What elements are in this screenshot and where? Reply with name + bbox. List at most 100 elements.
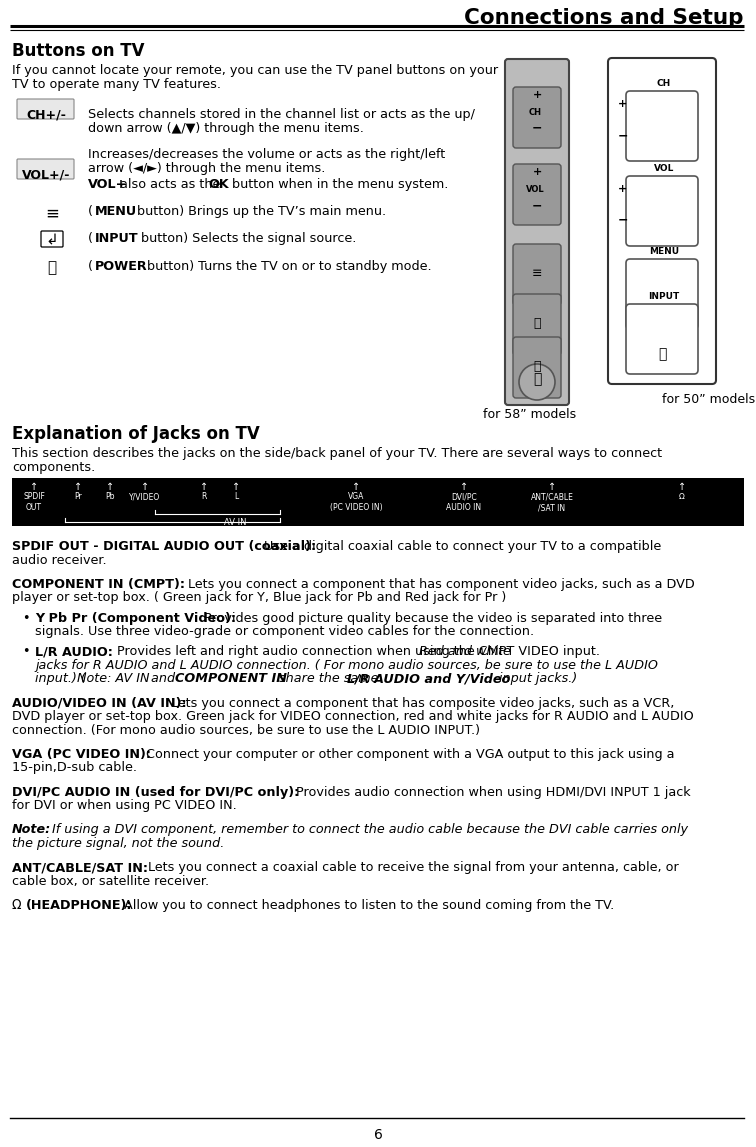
Text: CH: CH [528,108,541,117]
FancyBboxPatch shape [17,159,74,179]
Text: DVI/PC
AUDIO IN: DVI/PC AUDIO IN [447,492,482,512]
Text: POWER: POWER [95,260,147,273]
Text: Red and white: Red and white [419,646,511,658]
Text: MENU: MENU [95,205,137,218]
Text: Buttons on TV: Buttons on TV [12,42,144,60]
Text: ANT/CABLE/SAT IN:: ANT/CABLE/SAT IN: [12,861,148,874]
Text: ↑: ↑ [232,482,240,492]
Text: player or set-top box. ( Green jack for Y, Blue jack for Pb and Red jack for Pr : player or set-top box. ( Green jack for … [12,592,507,604]
FancyBboxPatch shape [513,244,561,305]
Text: arrow (◄/►) through the menu items.: arrow (◄/►) through the menu items. [88,162,325,175]
Text: ↑: ↑ [460,482,468,492]
Text: (HEADPHONE):: (HEADPHONE): [26,899,132,912]
FancyBboxPatch shape [17,99,74,119]
Text: CH+/-: CH+/- [26,108,66,120]
Text: button) Selects the signal source.: button) Selects the signal source. [137,232,356,245]
Text: ↑: ↑ [548,482,556,492]
Text: Pb: Pb [105,492,115,501]
FancyBboxPatch shape [513,337,561,398]
Text: and: and [147,672,179,685]
Text: INPUT: INPUT [95,232,138,245]
Text: −: − [531,122,542,135]
FancyBboxPatch shape [505,58,569,405]
Text: If using a DVI component, remember to connect the audio cable because the DVI ca: If using a DVI component, remember to co… [48,824,688,836]
Text: ↑: ↑ [30,482,38,492]
Text: Pr: Pr [74,492,82,501]
Text: Lets you connect a component that has component video jacks, such as a DVD: Lets you connect a component that has co… [184,578,695,591]
Text: COMPONENT IN: COMPONENT IN [175,672,287,685]
Text: DVI/PC AUDIO IN (used for DVI/PC only):: DVI/PC AUDIO IN (used for DVI/PC only): [12,786,299,798]
Text: VOL: VOL [654,164,674,173]
Text: Lets you connect a coaxial cable to receive the signal from your antenna, cable,: Lets you connect a coaxial cable to rece… [144,861,679,874]
Text: If you cannot locate your remote, you can use the TV panel buttons on your: If you cannot locate your remote, you ca… [12,64,498,77]
FancyBboxPatch shape [626,304,698,374]
FancyBboxPatch shape [626,259,698,329]
Text: for DVI or when using PC VIDEO IN.: for DVI or when using PC VIDEO IN. [12,799,237,812]
Text: cable box, or satellite receiver.: cable box, or satellite receiver. [12,875,209,888]
Text: ⬜: ⬜ [533,317,541,330]
FancyBboxPatch shape [513,87,561,148]
Text: ↑: ↑ [106,482,114,492]
FancyBboxPatch shape [626,91,698,161]
Text: Selects channels stored in the channel list or acts as the up/: Selects channels stored in the channel l… [88,108,475,120]
Text: ↑: ↑ [74,482,82,492]
Text: ≡: ≡ [531,267,542,280]
Text: signals. Use three video-grade or component video cables for the connection.: signals. Use three video-grade or compon… [35,625,534,638]
Text: R: R [201,492,206,501]
Text: SPDIF
OUT: SPDIF OUT [23,492,45,512]
Text: 6: 6 [373,1128,383,1142]
Text: VGA
(PC VIDEO IN): VGA (PC VIDEO IN) [330,492,383,512]
Text: This section describes the jacks on the side/back panel of your TV. There are se: This section describes the jacks on the … [12,447,662,460]
Text: (: ( [88,232,93,245]
Text: TV to operate many TV features.: TV to operate many TV features. [12,78,221,91]
Text: button when in the menu system.: button when in the menu system. [228,178,448,192]
Text: share the same: share the same [275,672,383,685]
Text: Y/VIDEO: Y/VIDEO [129,492,160,501]
Text: ↑: ↑ [141,482,149,492]
Text: for 50” models: for 50” models [662,393,755,406]
FancyBboxPatch shape [608,58,716,384]
Bar [12,478,744,526]
Text: jacks for R AUDIO and L AUDIO connection. ( For mono audio sources, be sure to u: jacks for R AUDIO and L AUDIO connection… [35,658,658,672]
Text: ↑: ↑ [200,482,208,492]
Text: Provides audio connection when using HDMI/DVI INPUT 1 jack: Provides audio connection when using HDM… [292,786,691,798]
FancyBboxPatch shape [41,231,63,247]
Text: ↑: ↑ [352,482,360,492]
Text: Connect your computer or other component with a VGA output to this jack using a: Connect your computer or other component… [142,748,674,760]
Text: COMPONENT IN (CMPT): COMPONENT IN (CMPT) [123,528,222,537]
Text: L/R AUDIO:: L/R AUDIO: [35,646,113,658]
Text: INPUT: INPUT [649,292,680,301]
Text: +: + [532,167,541,177]
Text: ⏻: ⏻ [48,260,57,275]
FancyBboxPatch shape [513,294,561,356]
Text: (: ( [88,260,93,273]
Text: −: − [618,128,628,142]
Text: input.) (: input.) ( [35,672,86,685]
Text: Note: AV IN: Note: AV IN [77,672,150,685]
Text: VOL+: VOL+ [88,178,127,192]
Text: Y Pb Pr (Component Video):: Y Pb Pr (Component Video): [35,611,236,625]
Text: DVD player or set-top box. Green jack for VIDEO connection, red and white jacks : DVD player or set-top box. Green jack fo… [12,710,694,723]
Text: Use a digital coaxial cable to connect your TV to a compatible: Use a digital coaxial cable to connect y… [260,540,662,553]
Text: L/R AUDIO and Y/Video: L/R AUDIO and Y/Video [347,672,510,685]
Text: COMPONENT IN (CMPT):: COMPONENT IN (CMPT): [12,578,185,591]
Text: components.: components. [12,461,95,474]
Text: Allow you to connect headphones to listen to the sound coming from the TV.: Allow you to connect headphones to liste… [120,899,614,912]
Text: ⏻: ⏻ [658,348,666,361]
Text: the picture signal, not the sound.: the picture signal, not the sound. [12,837,225,850]
Text: ⏻: ⏻ [533,360,541,373]
Text: Explanation of Jacks on TV: Explanation of Jacks on TV [12,426,260,443]
Text: L: L [234,492,238,501]
Text: (: ( [88,205,93,218]
Text: audio receiver.: audio receiver. [12,554,107,567]
Text: AV IN: AV IN [225,518,246,526]
Text: ⏻: ⏻ [533,372,541,387]
Text: Lets you connect a component that has composite video jacks, such as a VCR,: Lets you connect a component that has co… [167,696,674,710]
Text: Ω: Ω [12,899,21,912]
Text: Provides good picture quality because the video is separated into three: Provides good picture quality because th… [200,611,662,625]
Text: 15-pin,D-sub cable.: 15-pin,D-sub cable. [12,762,137,774]
Text: Provides left and right audio connection when using the CMPT VIDEO input.: Provides left and right audio connection… [113,646,604,658]
Text: SPDIF OUT - DIGITAL AUDIO OUT (coaxial):: SPDIF OUT - DIGITAL AUDIO OUT (coaxial): [12,540,316,553]
Text: •: • [22,611,29,625]
Text: +: + [532,89,541,100]
